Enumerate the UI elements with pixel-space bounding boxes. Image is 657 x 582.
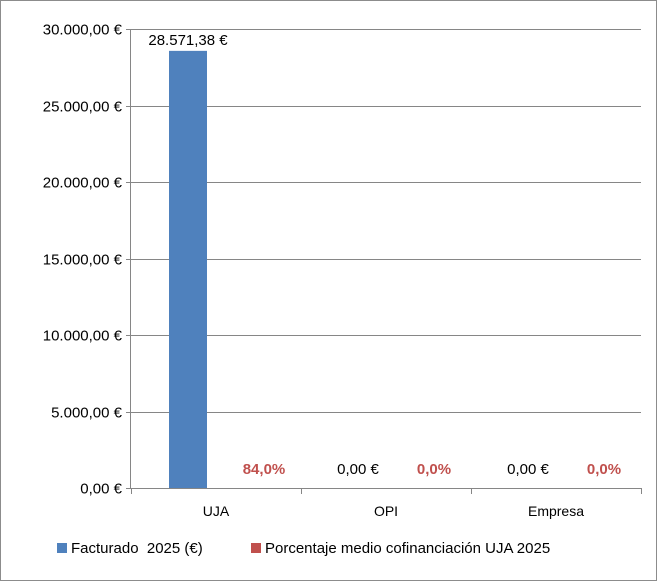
legend-swatch-porcentaje <box>251 543 261 553</box>
legend: Facturado 2025 (€) Porcentaje medio cofin… <box>57 540 550 557</box>
x-axis: UJA OPI Empresa <box>130 29 642 519</box>
bars <box>169 50 207 489</box>
x-tick-label: OPI <box>374 503 398 519</box>
y-tick-label: 30.000,00 € <box>43 22 123 39</box>
legend-label-porcentaje: Porcentaje medio cofinanciación UJA 2025 <box>265 540 550 557</box>
data-label-facturado: 0,00 € <box>507 461 549 478</box>
data-labels: 28.571,38 € 84,0% 0,00 € 0,0% 0,00 € 0,0% <box>148 32 621 478</box>
y-tick-label: 15.000,00 € <box>43 252 123 269</box>
bar-facturado <box>169 50 207 489</box>
data-label-facturado: 0,00 € <box>337 461 379 478</box>
data-label-porcentaje: 84,0% <box>243 461 286 478</box>
data-label-facturado: 28.571,38 € <box>148 32 228 49</box>
y-tick-label: 5.000,00 € <box>51 405 123 422</box>
data-label-porcentaje: 0,0% <box>417 461 451 478</box>
gridlines <box>131 29 641 413</box>
legend-swatch-facturado <box>57 543 67 553</box>
y-axis-ticks: 0,00 € 5.000,00 € 10.000,00 € 15.000,00 € 20… <box>43 22 131 498</box>
legend-label-facturado: Facturado 2025 (€) <box>71 540 203 557</box>
y-tick-label: 0,00 € <box>80 481 122 498</box>
y-tick-label: 10.000,00 € <box>43 328 123 345</box>
data-label-porcentaje: 0,0% <box>587 461 621 478</box>
y-tick-label: 25.000,00 € <box>43 99 123 116</box>
x-tick-label: Empresa <box>528 503 584 519</box>
x-tick-label: UJA <box>203 503 230 519</box>
y-tick-label: 20.000,00 € <box>43 175 123 192</box>
